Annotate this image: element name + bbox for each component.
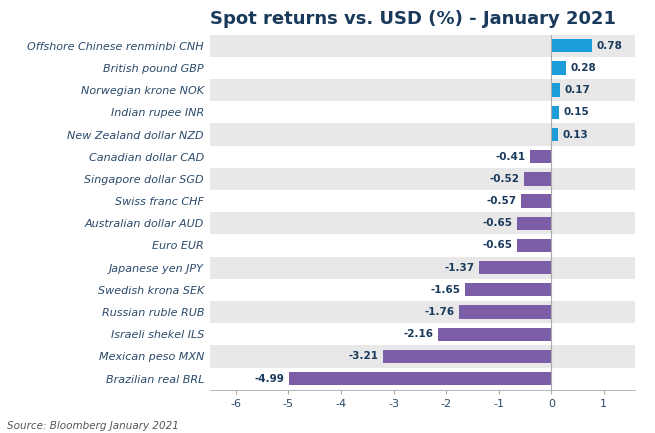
Bar <box>521 194 552 208</box>
Bar <box>438 328 552 341</box>
Text: -2.16: -2.16 <box>403 329 434 339</box>
Text: -4.99: -4.99 <box>255 374 285 384</box>
Bar <box>552 61 566 74</box>
Text: -0.65: -0.65 <box>483 240 513 250</box>
Text: -0.41: -0.41 <box>495 152 525 162</box>
Bar <box>530 150 552 163</box>
Bar <box>210 101 635 123</box>
Bar <box>524 172 552 185</box>
Text: -0.65: -0.65 <box>483 218 513 228</box>
Text: -0.57: -0.57 <box>487 196 517 206</box>
Bar <box>464 283 552 297</box>
Bar <box>552 84 560 97</box>
Text: 0.28: 0.28 <box>570 63 596 73</box>
Text: -1.76: -1.76 <box>424 307 455 317</box>
Text: -1.65: -1.65 <box>430 285 460 295</box>
Bar <box>210 35 635 57</box>
Bar <box>210 57 635 79</box>
Bar <box>289 372 552 385</box>
Bar <box>210 79 635 101</box>
Bar <box>210 212 635 234</box>
Bar <box>210 346 635 368</box>
Bar <box>210 256 635 279</box>
Bar <box>517 216 552 230</box>
Bar <box>517 239 552 252</box>
Bar <box>210 123 635 145</box>
Bar <box>552 39 592 52</box>
Text: 0.15: 0.15 <box>563 107 589 117</box>
Text: 0.78: 0.78 <box>597 41 622 51</box>
Bar <box>210 368 635 390</box>
Text: -0.52: -0.52 <box>490 174 519 184</box>
Bar <box>210 145 635 168</box>
Bar <box>210 234 635 256</box>
Bar <box>552 128 558 141</box>
Bar <box>210 301 635 323</box>
Bar <box>210 168 635 190</box>
Text: -3.21: -3.21 <box>348 352 379 362</box>
Bar <box>210 190 635 212</box>
Text: Source: Bloomberg January 2021: Source: Bloomberg January 2021 <box>7 421 178 431</box>
Bar <box>383 350 552 363</box>
Text: Spot returns vs. USD (%) - January 2021: Spot returns vs. USD (%) - January 2021 <box>210 10 616 28</box>
Bar <box>458 305 552 319</box>
Bar <box>479 261 552 275</box>
Text: 0.17: 0.17 <box>565 85 590 95</box>
Bar <box>552 106 559 119</box>
Text: 0.13: 0.13 <box>562 129 588 139</box>
Bar <box>210 323 635 346</box>
Bar <box>210 279 635 301</box>
Text: -1.37: -1.37 <box>445 263 475 273</box>
